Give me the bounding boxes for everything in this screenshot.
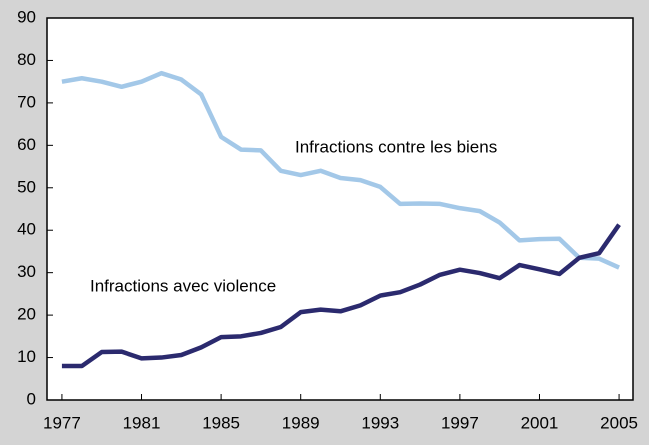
series-label: Infractions contre les biens xyxy=(295,137,497,156)
series-line xyxy=(61,70,620,270)
y-tick-label: 50 xyxy=(17,177,36,196)
y-tick-label: 20 xyxy=(17,305,36,324)
x-tick-label: 1993 xyxy=(361,413,399,432)
x-tick-label: 1977 xyxy=(43,413,81,432)
x-tick-label: 1985 xyxy=(202,413,240,432)
series-line xyxy=(61,223,621,369)
y-tick-label: 70 xyxy=(17,92,36,111)
series-label: Infractions avec violence xyxy=(90,276,276,295)
x-tick-label: 1981 xyxy=(123,413,161,432)
x-tick-label: 1997 xyxy=(441,413,479,432)
x-tick-label: 2001 xyxy=(521,413,559,432)
y-tick-label: 60 xyxy=(17,135,36,154)
x-tick-label: 1989 xyxy=(282,413,320,432)
y-tick-label: 90 xyxy=(17,7,36,26)
y-tick-label: 30 xyxy=(17,262,36,281)
y-tick-label: 10 xyxy=(17,347,36,366)
y-tick-label: 40 xyxy=(17,220,36,239)
x-tick-label: 2005 xyxy=(600,413,638,432)
y-tick-label: 0 xyxy=(27,389,36,408)
y-tick-label: 80 xyxy=(17,50,36,69)
plot-area xyxy=(46,17,634,401)
